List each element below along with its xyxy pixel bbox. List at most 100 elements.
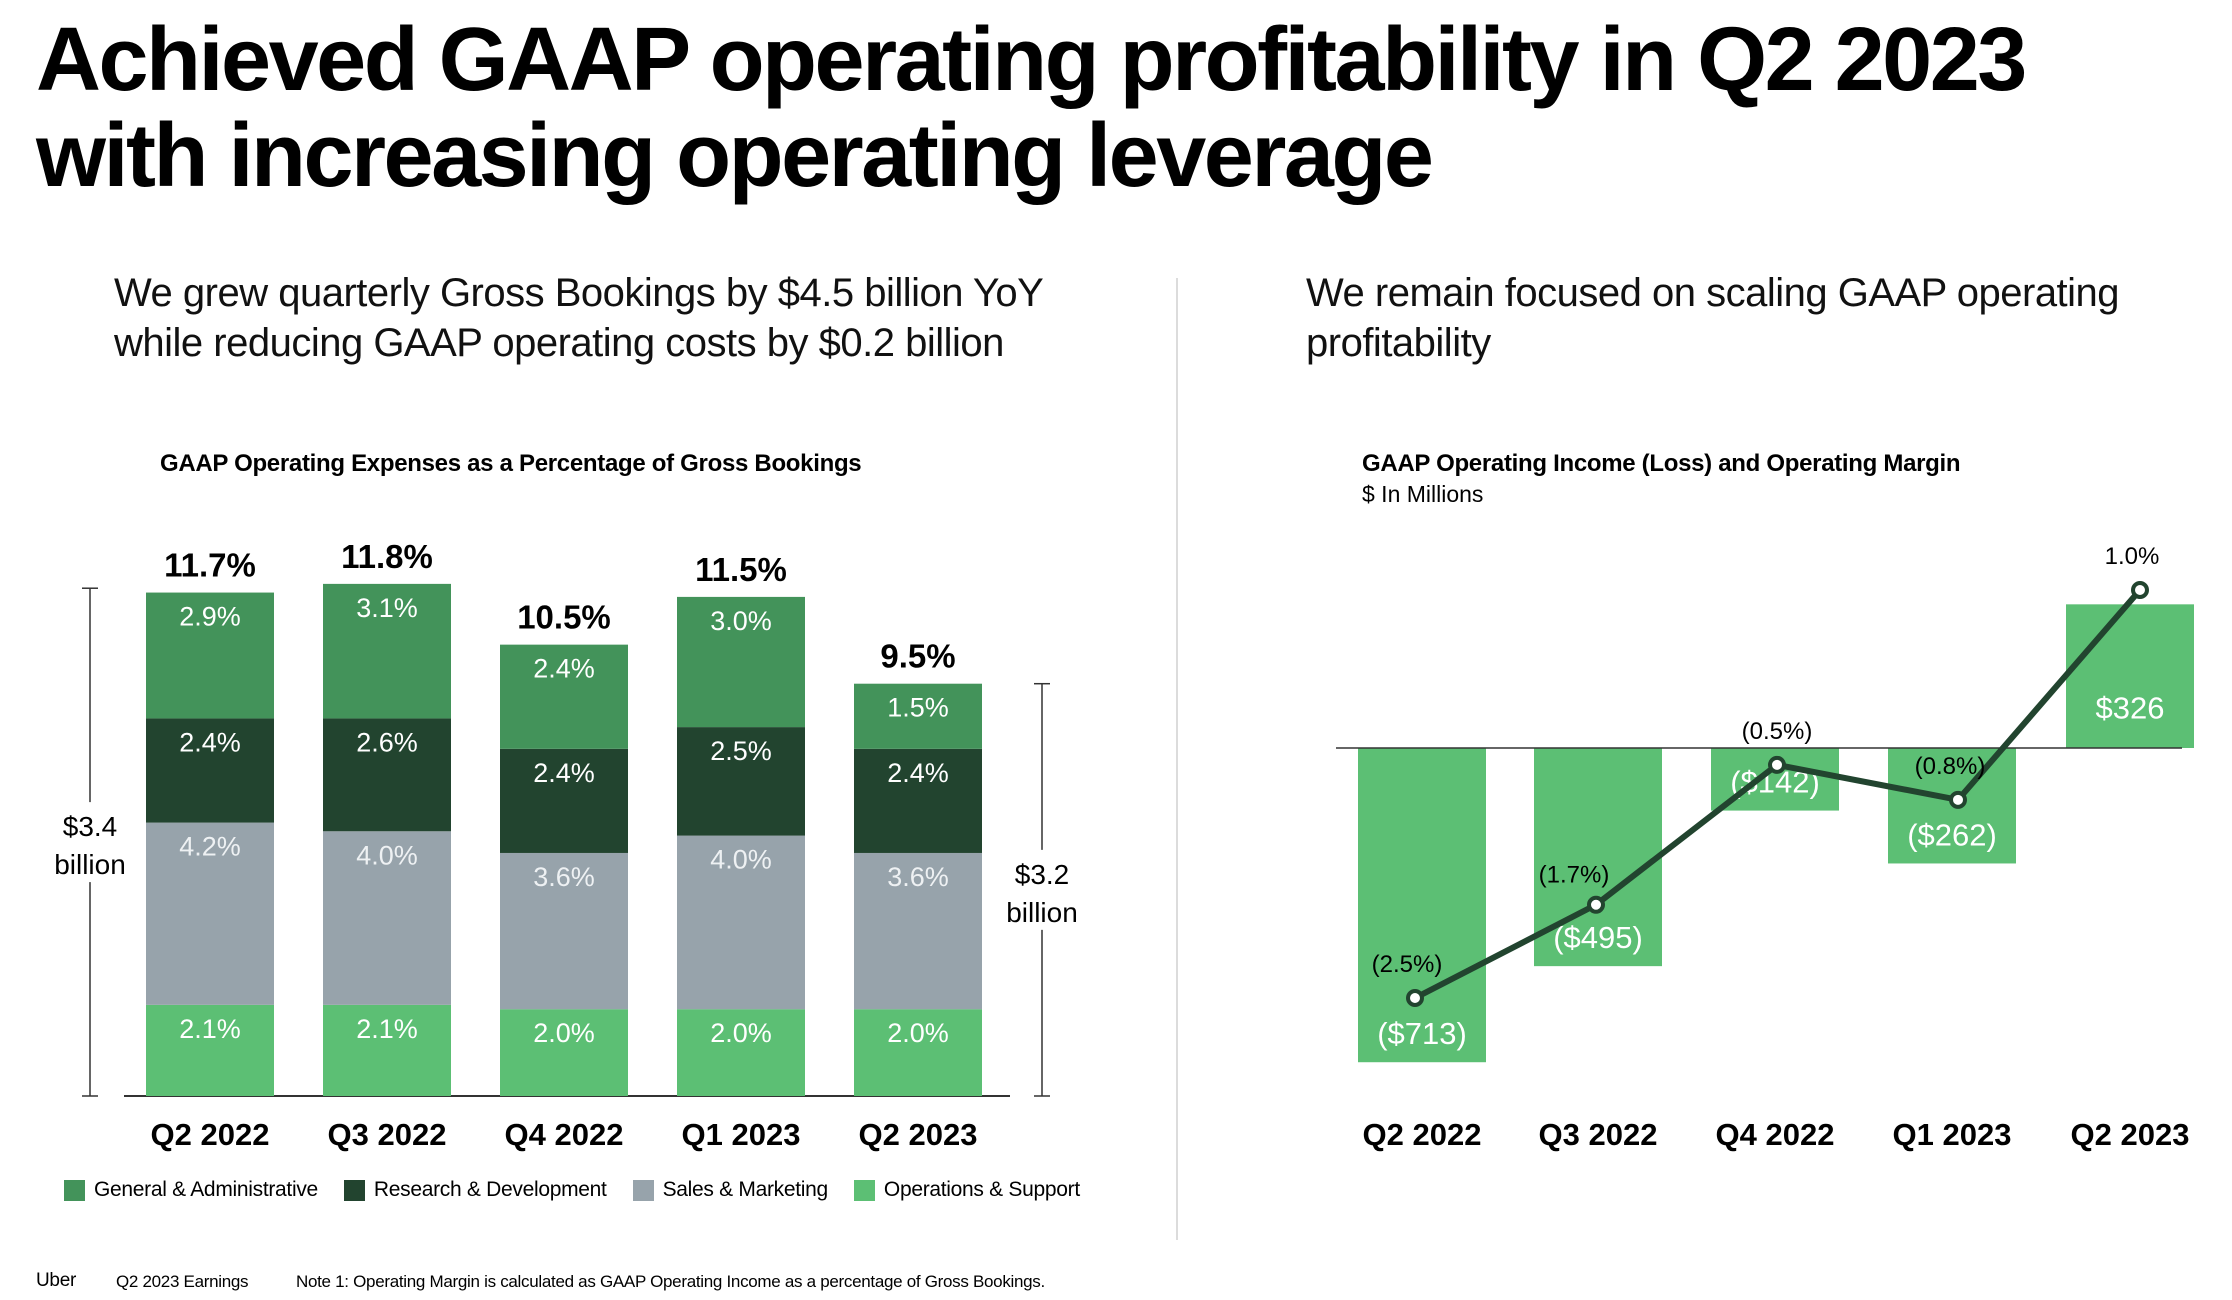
bar-label-sales-marketing-q1-2023: 4.0% <box>710 845 772 875</box>
opex-legend: General & Administrative Research & Deve… <box>64 1178 1080 1202</box>
total-label-q3-2022: 11.8% <box>341 538 433 575</box>
income-bar-label-q2-2022: ($713) <box>1377 1016 1467 1051</box>
bracket-gap-0 <box>87 802 93 883</box>
total-label-q2-2022: 11.7% <box>164 547 256 584</box>
income-bar-q2-2023 <box>2066 604 2194 748</box>
bar-sales-marketing-q3-2022 <box>323 831 451 1005</box>
bar-research-development-q4-2022 <box>500 748 628 853</box>
legend-label-ops-support: Operations & Support <box>883 1178 1080 1201</box>
opex-chart-title: GAAP Operating Expenses as a Percentage … <box>160 450 862 477</box>
bar-label-research-development-q3-2022: 2.6% <box>356 727 418 757</box>
income-bar-q3-2022 <box>1534 748 1662 967</box>
bar-label-sales-marketing-q2-2022: 4.2% <box>179 832 241 862</box>
margin-point-q4-2022 <box>1768 755 1786 774</box>
bar-label-sales-marketing-q2-2023: 3.6% <box>887 862 949 892</box>
legend-item-general-admin: General & Administrative <box>64 1178 318 1202</box>
legend-swatch-ops-support <box>853 1179 875 1201</box>
margin-label-q3-2022: (1.7%) <box>1539 862 1610 889</box>
income-chart-unit: $ In Millions <box>1362 481 1484 507</box>
bar-label-research-development-q4-2022: 2.4% <box>533 758 595 788</box>
income-bar-label-q3-2022: ($495) <box>1553 920 1643 955</box>
bracket-value-1: $3.2 <box>1015 859 1070 890</box>
x-tick-label-q2-2022: Q2 2022 <box>151 1117 270 1152</box>
bar-label-operations-support-q1-2023: 2.0% <box>710 1018 772 1048</box>
legend-swatch-research-dev <box>343 1179 365 1201</box>
bar-sales-marketing-q2-2023 <box>854 852 982 1010</box>
legend-label-general-admin: General & Administrative <box>94 1178 318 1201</box>
bar-label-general-administrative-q3-2022: 3.1% <box>356 593 418 623</box>
total-label-q1-2023: 11.5% <box>695 551 787 588</box>
legend-item-research-dev: Research & Development <box>343 1178 607 1202</box>
bar-research-development-q3-2022 <box>323 718 451 832</box>
bar-general-administrative-q2-2022 <box>146 592 274 719</box>
bar-label-sales-marketing-q3-2022: 4.0% <box>356 840 418 870</box>
right-panel-subtitle: We remain focused on scaling GAAP operat… <box>1306 271 2120 365</box>
margin-point-q1-2023 <box>1949 790 1967 809</box>
bar-general-administrative-q1-2023 <box>677 596 805 728</box>
legend-swatch-sales-marketing <box>632 1179 654 1201</box>
legend-swatch-general-admin <box>64 1179 85 1201</box>
income-bar-label-q1-2023: ($262) <box>1907 817 1997 852</box>
income-bar-label-q2-2023: $326 <box>2096 690 2165 725</box>
bar-general-administrative-q4-2022 <box>500 644 628 749</box>
margin-point-q2-2022 <box>1406 989 1424 1007</box>
bar-sales-marketing-q2-2022 <box>146 822 274 1005</box>
bar-label-general-administrative-q2-2023: 1.5% <box>887 693 949 723</box>
bar-label-general-administrative-q1-2023: 3.0% <box>710 606 772 636</box>
legend-item-ops-support: Operations & Support <box>853 1178 1080 1202</box>
bar-label-operations-support-q4-2022: 2.0% <box>533 1018 595 1048</box>
bar-operations-support-q2-2022 <box>146 1004 274 1096</box>
margin-point-q2-2023 <box>2131 581 2149 599</box>
bar-research-development-q2-2023 <box>854 748 982 853</box>
page-title: Achieved GAAP operating profitability in… <box>36 10 2027 206</box>
total-label-q4-2022: 10.5% <box>517 599 611 636</box>
left-panel-subtitle: We grew quarterly Gross Bookings by $4.5… <box>114 271 1043 365</box>
bar-operations-support-q3-2022 <box>323 1004 451 1096</box>
legend-label-sales-marketing: Sales & Marketing <box>662 1178 829 1201</box>
bar-label-research-development-q1-2023: 2.5% <box>710 736 772 766</box>
footer-brand: Uber <box>36 1270 76 1291</box>
income-bar-q2-2022 <box>1358 748 1486 1063</box>
income-x-tick-label-q4-2022: Q4 2022 <box>1716 1117 1835 1152</box>
income-x-tick-label-q1-2023: Q1 2023 <box>1893 1117 2012 1152</box>
x-tick-label-q3-2022: Q3 2022 <box>328 1117 447 1152</box>
x-tick-label-q2-2023: Q2 2023 <box>859 1117 978 1152</box>
bar-label-operations-support-q2-2023: 2.0% <box>887 1018 949 1048</box>
bracket-gap-1 <box>1039 849 1045 930</box>
margin-label-q4-2022: (0.5%) <box>1742 718 1813 745</box>
bar-label-operations-support-q2-2022: 2.1% <box>179 1014 241 1044</box>
x-tick-label-q1-2023: Q1 2023 <box>682 1117 801 1152</box>
bar-general-administrative-q3-2022 <box>323 583 451 719</box>
margin-point-q3-2022 <box>1587 895 1605 914</box>
footer-event: Q2 2023 Earnings <box>116 1272 249 1291</box>
margin-label-q2-2023: 1.0% <box>2105 543 2160 570</box>
bracket-unit-1: billion <box>1006 897 1078 928</box>
bar-sales-marketing-q1-2023 <box>677 835 805 1010</box>
margin-label-q1-2023: (0.8%) <box>1915 753 1986 780</box>
bracket-unit-0: billion <box>54 849 126 880</box>
total-label-q2-2023: 9.5% <box>880 638 955 675</box>
income-x-tick-label-q2-2022: Q2 2022 <box>1363 1117 1482 1152</box>
legend-item-sales-marketing: Sales & Marketing <box>632 1178 829 1202</box>
panel-divider <box>1176 278 1178 1240</box>
bar-operations-support-q2-2023 <box>854 1009 982 1096</box>
bar-label-operations-support-q3-2022: 2.1% <box>356 1014 418 1044</box>
legend-label-research-dev: Research & Development <box>373 1178 607 1201</box>
bar-label-general-administrative-q2-2022: 2.9% <box>179 602 241 632</box>
bar-research-development-q1-2023 <box>677 727 805 836</box>
bar-label-general-administrative-q4-2022: 2.4% <box>533 654 595 684</box>
bar-operations-support-q1-2023 <box>677 1009 805 1096</box>
bar-label-sales-marketing-q4-2022: 3.6% <box>533 862 595 892</box>
bar-operations-support-q4-2022 <box>500 1009 628 1096</box>
bar-label-research-development-q2-2022: 2.4% <box>179 727 241 757</box>
footer-note: Note 1: Operating Margin is calculated a… <box>296 1272 1045 1291</box>
margin-label-q2-2022: (2.5%) <box>1372 951 1443 978</box>
bar-general-administrative-q2-2023 <box>854 683 982 749</box>
bar-research-development-q2-2022 <box>146 718 274 823</box>
income-x-tick-label-q3-2022: Q3 2022 <box>1539 1117 1658 1152</box>
bar-label-research-development-q2-2023: 2.4% <box>887 758 949 788</box>
bar-sales-marketing-q4-2022 <box>500 852 628 1010</box>
income-chart-title: GAAP Operating Income (Loss) and Operati… <box>1362 450 1961 477</box>
